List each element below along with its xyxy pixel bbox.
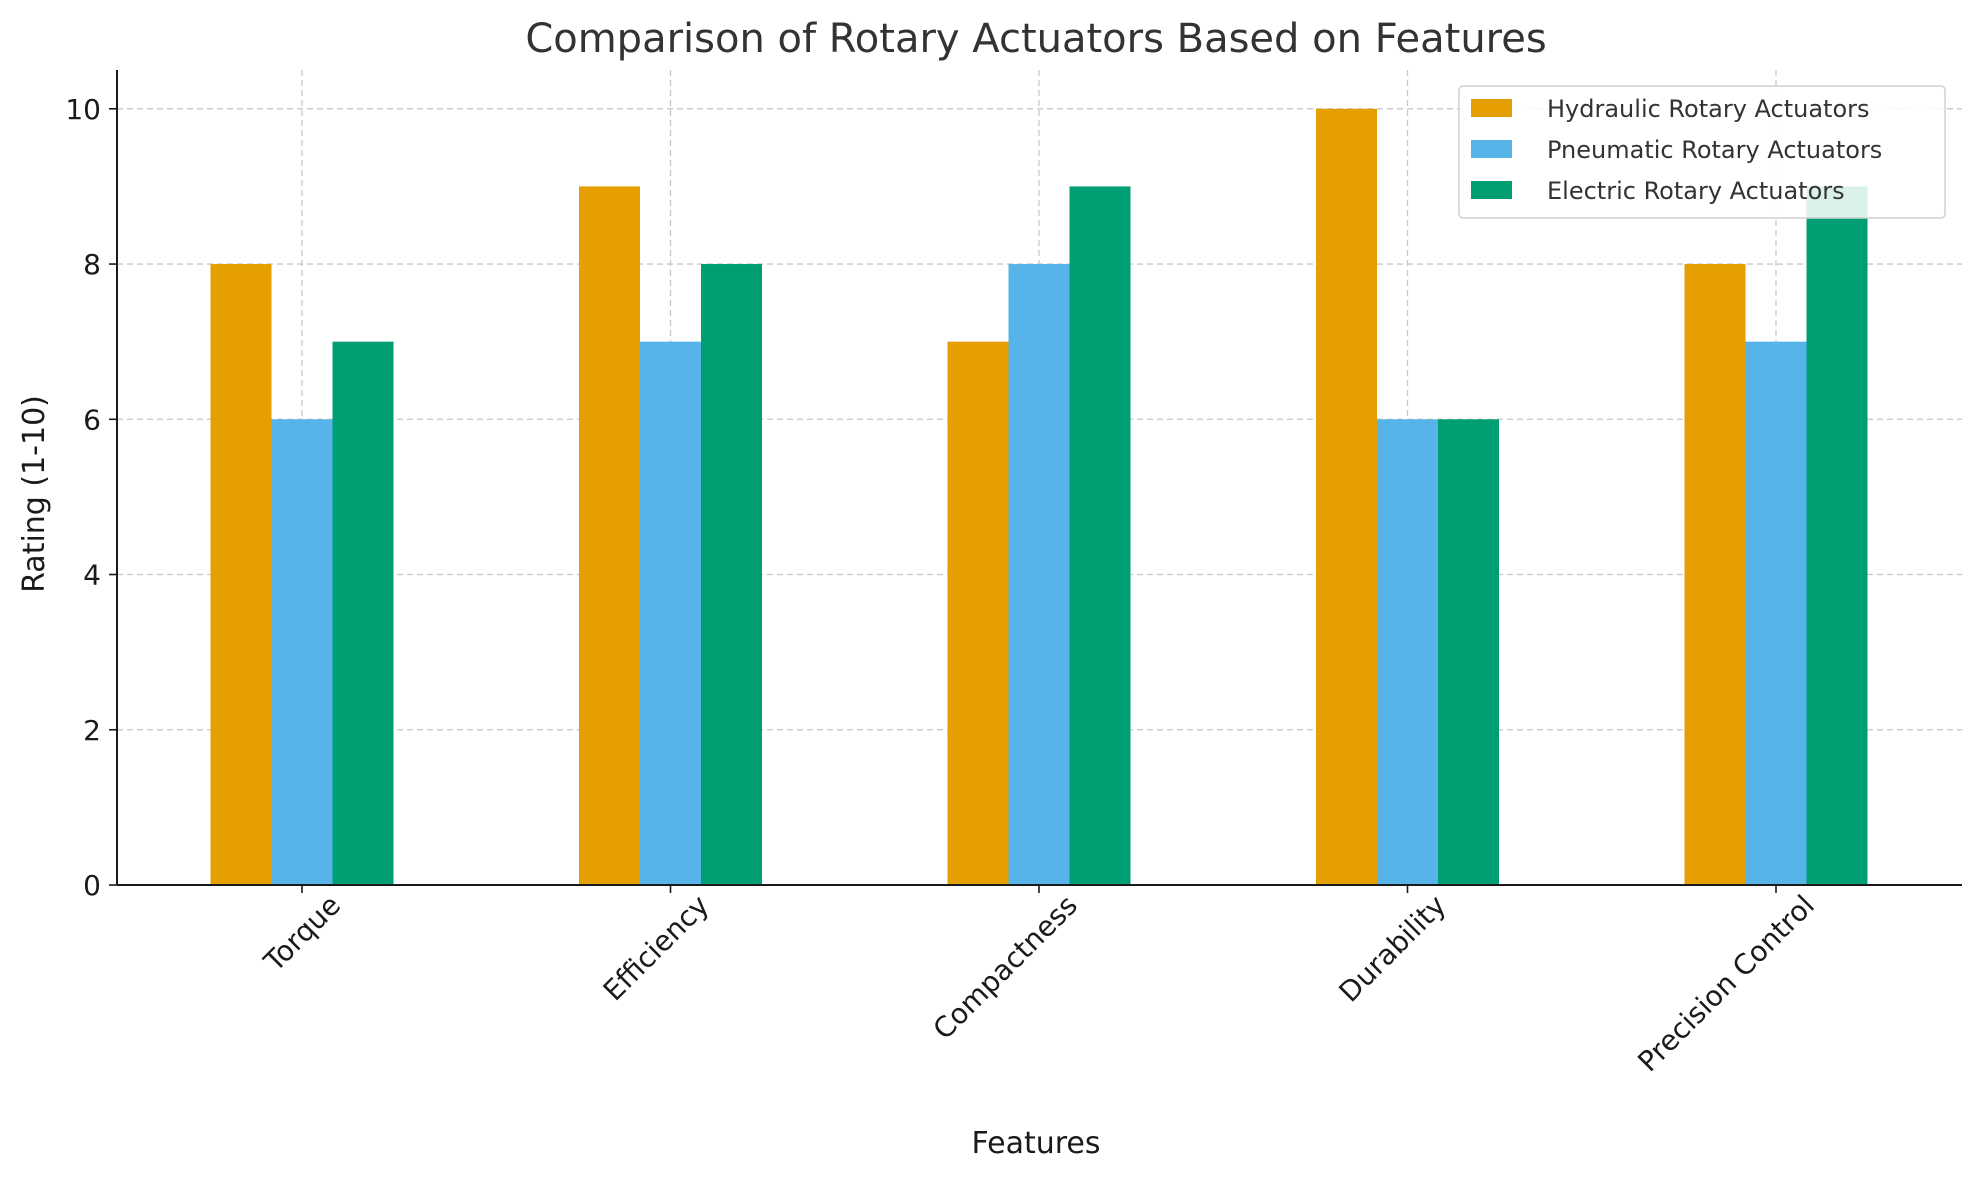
legend-swatch [1471,99,1512,117]
bar-hydraulic-torque [210,264,272,885]
bar-electric-torque [332,341,394,886]
bar-hydraulic-efficiency [579,186,640,885]
legend-label: Electric Rotary Actuators [1547,177,1845,205]
y-tick-label: 6 [83,403,101,436]
x-axis-label: Features [972,1126,1101,1161]
x-tick-label: Torque [257,889,347,979]
y-tick-label: 2 [83,714,101,747]
bar-pneumatic-torque [271,419,333,885]
x-tick-label: Compactness [927,889,1084,1046]
bar-electric-efficiency [701,264,762,885]
bar-hydraulic-compactness [947,341,1009,886]
legend-box [1458,85,1946,219]
bar-pneumatic-precision-control [1745,341,1807,886]
legend: Hydraulic Rotary Actuators Pneumatic Rota… [1458,85,1946,219]
y-tick-label: 8 [83,248,101,281]
chart-title: Comparison of Rotary Actuators Based on … [525,16,1546,62]
x-tick-label: Durability [1332,889,1452,1009]
y-tick-label: 0 [83,869,101,902]
x-tick-label: Precision Control [1631,889,1821,1079]
bar-pneumatic-efficiency [640,341,701,886]
legend-swatch [1471,181,1512,199]
bar-hydraulic-durability [1316,108,1377,886]
bar-electric-precision-control [1806,186,1868,885]
x-tick-label: Efficiency [597,889,716,1008]
bar-electric-durability [1438,419,1499,885]
y-tick-label: 10 [65,93,101,126]
bar-pneumatic-compactness [1008,264,1070,885]
bar-pneumatic-durability [1377,419,1438,885]
y-tick-label: 4 [83,559,101,592]
bar-hydraulic-precision-control [1684,264,1746,885]
legend-label: Hydraulic Rotary Actuators [1547,95,1870,123]
legend-swatch [1471,140,1512,158]
bars-layer [210,108,1868,886]
bar-electric-compactness [1069,186,1131,885]
y-axis-label: Rating (1-10) [17,395,52,593]
legend-label: Pneumatic Rotary Actuators [1547,136,1882,164]
